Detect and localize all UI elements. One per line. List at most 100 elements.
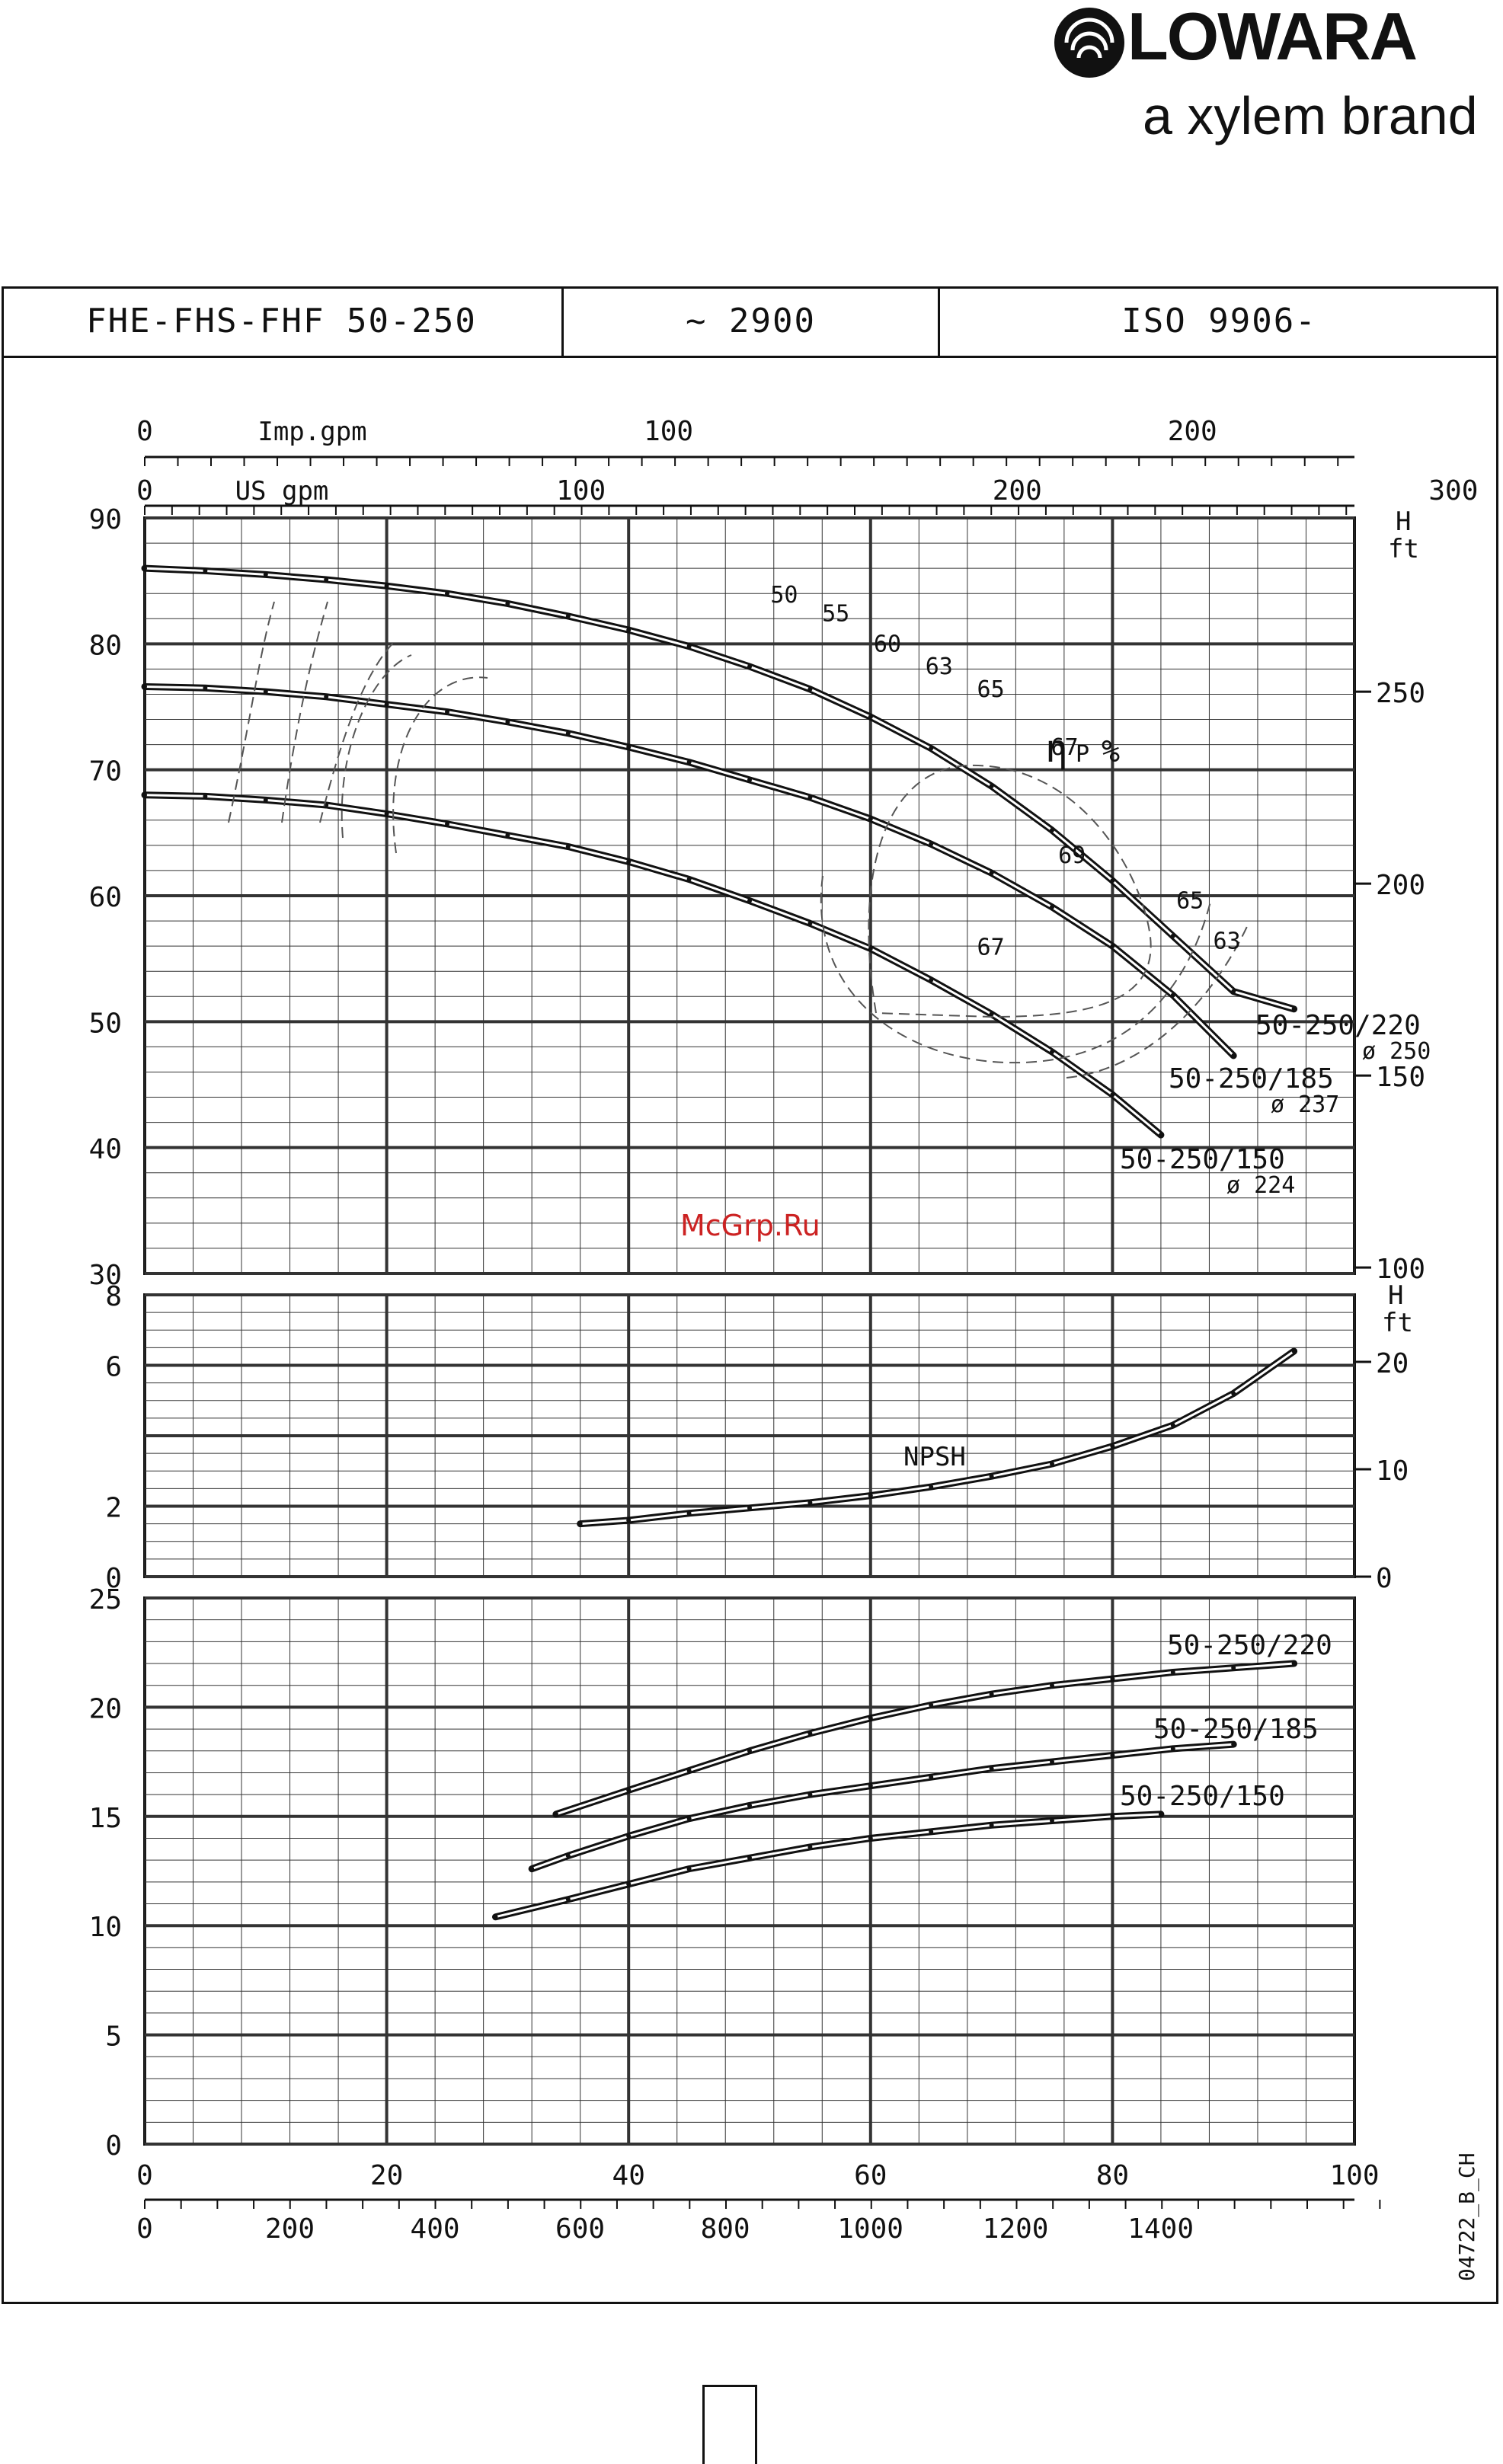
data-point bbox=[989, 1766, 994, 1771]
efficiency-label: 69 bbox=[1058, 842, 1086, 869]
data-point bbox=[263, 689, 268, 695]
data-point bbox=[929, 1775, 934, 1780]
data-point bbox=[142, 566, 147, 571]
data-point bbox=[807, 1792, 813, 1798]
data-point bbox=[1110, 1753, 1115, 1758]
data-point bbox=[565, 1853, 571, 1858]
data-point bbox=[1231, 989, 1236, 994]
y-tick-label: 60 bbox=[89, 882, 122, 913]
chart-labels: 9080706050403086202520151050250200150100… bbox=[89, 416, 1480, 2281]
x2-tick-label: 600 bbox=[555, 2213, 605, 2245]
series-line-outer bbox=[577, 1347, 1298, 1528]
data-point bbox=[807, 1844, 813, 1849]
data-point bbox=[1050, 1759, 1054, 1765]
right-axis-label: H bbox=[1388, 1280, 1403, 1311]
lowara-logo bbox=[1051, 0, 1478, 160]
data-point bbox=[505, 833, 510, 838]
data-point bbox=[203, 794, 208, 799]
data-point bbox=[263, 572, 268, 577]
data-point bbox=[626, 1518, 632, 1523]
data-point bbox=[989, 1011, 994, 1017]
data-point bbox=[1110, 1814, 1115, 1819]
us-tick-label: 100 bbox=[556, 475, 606, 507]
iso-efficiency-loop bbox=[868, 764, 1152, 1018]
data-point bbox=[324, 694, 329, 699]
data-point bbox=[445, 591, 449, 596]
data-point bbox=[686, 759, 692, 765]
data-point bbox=[868, 946, 873, 951]
iso-efficiency-line bbox=[392, 676, 488, 854]
data-point bbox=[142, 684, 147, 689]
iso-efficiency-line bbox=[319, 639, 397, 823]
series-line-inner bbox=[494, 1813, 1162, 1919]
series-label: 50-250/220 bbox=[1167, 1630, 1332, 1661]
x-tick-label: 80 bbox=[1096, 2160, 1129, 2191]
data-point bbox=[929, 746, 934, 751]
series-line-outer bbox=[141, 791, 1165, 1139]
page-number-box bbox=[702, 2385, 757, 2464]
data-point bbox=[747, 664, 752, 670]
right-tick-label: 10 bbox=[1376, 1456, 1409, 1487]
imp-tick-label: 0 bbox=[136, 416, 153, 447]
efficiency-label: 67 bbox=[1051, 734, 1078, 761]
efficiency-label: 63 bbox=[1214, 928, 1241, 954]
data-point bbox=[1050, 1683, 1054, 1688]
right-axis-label: H bbox=[1396, 507, 1411, 537]
data-point bbox=[747, 1803, 752, 1808]
right-tick-label: 150 bbox=[1376, 1062, 1425, 1093]
data-point bbox=[626, 1833, 632, 1839]
y-tick-label: 50 bbox=[89, 1008, 122, 1039]
iso-efficiency-line bbox=[1066, 921, 1250, 1079]
data-point bbox=[1110, 878, 1115, 884]
imp-tick-label: 200 bbox=[1168, 416, 1217, 447]
eta-subscript: P bbox=[1076, 741, 1089, 768]
y-tick-label: 40 bbox=[89, 1134, 122, 1165]
data-point bbox=[1050, 828, 1054, 833]
data-point bbox=[445, 709, 449, 714]
y-tick-label: 10 bbox=[89, 1912, 122, 1943]
data-point bbox=[505, 601, 510, 606]
chart-grids bbox=[143, 516, 1356, 2146]
data-point bbox=[989, 784, 994, 789]
data-point bbox=[929, 1484, 934, 1490]
data-point bbox=[529, 1866, 535, 1871]
y-tick-label: 6 bbox=[105, 1352, 122, 1383]
data-point bbox=[747, 1855, 752, 1861]
y-tick-label: 0 bbox=[105, 1563, 122, 1594]
data-point bbox=[989, 871, 994, 876]
data-point bbox=[868, 1715, 873, 1721]
efficiency-label: 65 bbox=[1176, 888, 1204, 915]
brand-tagline: a xylem brand bbox=[1143, 86, 1478, 145]
data-point bbox=[1170, 1670, 1175, 1675]
iso-efficiency-line bbox=[341, 654, 412, 839]
efficiency-label: 60 bbox=[874, 631, 901, 657]
data-point bbox=[807, 1731, 813, 1736]
data-point bbox=[565, 613, 571, 618]
figure-code: 04722_B_CH bbox=[1454, 2152, 1480, 2281]
data-point bbox=[1291, 1006, 1297, 1011]
eta-unit: % bbox=[1102, 734, 1120, 769]
data-point bbox=[565, 730, 571, 736]
y-tick-label: 20 bbox=[89, 1693, 122, 1724]
y-tick-label: 0 bbox=[105, 2130, 122, 2162]
data-point bbox=[929, 1829, 934, 1834]
data-point bbox=[1170, 933, 1175, 938]
y-tick-label: 30 bbox=[89, 1260, 122, 1291]
data-point bbox=[929, 977, 934, 983]
efficiency-label: 63 bbox=[926, 654, 953, 680]
y-tick-label: 15 bbox=[89, 1803, 122, 1834]
x2-tick-label: 800 bbox=[701, 2213, 750, 2245]
data-point bbox=[142, 792, 147, 797]
right-tick-label: 0 bbox=[1376, 1563, 1393, 1594]
data-point bbox=[747, 777, 752, 782]
data-point bbox=[686, 1510, 692, 1516]
data-point bbox=[384, 811, 389, 817]
series-line-inner bbox=[143, 567, 1296, 1011]
x2-tick-label: 200 bbox=[265, 2213, 315, 2245]
series-line-inner bbox=[579, 1350, 1296, 1526]
y-tick-label: 5 bbox=[105, 2021, 122, 2053]
data-point bbox=[1050, 1462, 1054, 1466]
y-tick-label: 2 bbox=[105, 1493, 122, 1524]
data-point bbox=[1158, 1811, 1163, 1817]
series-label: 50-250/150 bbox=[1120, 1144, 1285, 1175]
